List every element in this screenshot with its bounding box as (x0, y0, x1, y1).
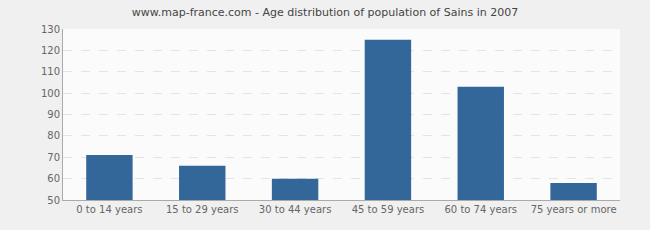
svg-text:50: 50 (47, 195, 60, 206)
svg-text:100: 100 (41, 88, 60, 99)
svg-text:130: 130 (41, 24, 60, 35)
svg-text:120: 120 (41, 45, 60, 56)
svg-text:70: 70 (47, 152, 60, 163)
svg-text:60 to 74 years: 60 to 74 years (444, 204, 517, 215)
svg-text:45 to 59 years: 45 to 59 years (352, 204, 425, 215)
svg-text:75 years or more: 75 years or more (531, 204, 617, 215)
svg-text:90: 90 (47, 109, 60, 120)
svg-text:110: 110 (41, 66, 60, 77)
svg-text:www.map-france.com - Age distr: www.map-france.com - Age distribution of… (132, 6, 518, 19)
svg-text:80: 80 (47, 130, 60, 141)
svg-text:15 to 29 years: 15 to 29 years (166, 204, 239, 215)
svg-text:0 to 14 years: 0 to 14 years (76, 204, 142, 215)
svg-text:60: 60 (47, 173, 60, 184)
svg-text:30 to 44 years: 30 to 44 years (259, 204, 332, 215)
